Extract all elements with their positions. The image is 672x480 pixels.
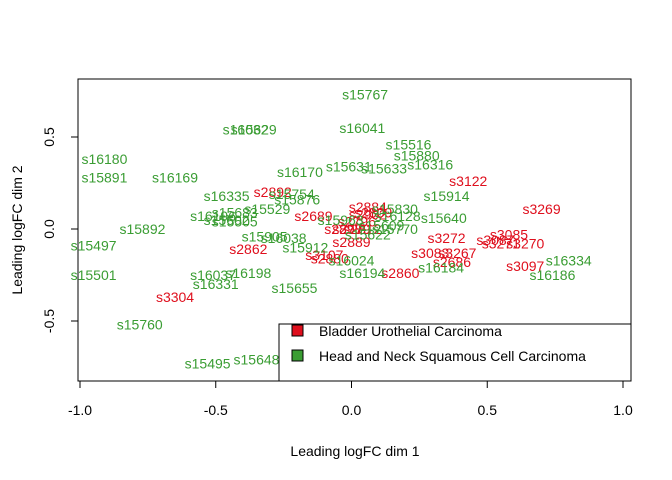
data-point-label: s16198 xyxy=(225,265,271,281)
data-point-label: s16041 xyxy=(339,120,385,136)
data-point-label: s15770 xyxy=(372,221,418,237)
data-point-label: s15912 xyxy=(282,239,328,255)
data-point-label: s15622 xyxy=(345,227,391,243)
data-point-label: s2686 xyxy=(433,254,471,270)
legend-label-head-neck: Head and Neck Squamous Cell Carcinoma xyxy=(319,348,586,364)
data-point-label: s15830 xyxy=(372,201,418,217)
x-tick-label: 0.0 xyxy=(342,402,362,418)
data-point-label: s15495 xyxy=(185,355,231,371)
data-point-label: s3272 xyxy=(427,230,465,246)
data-point-label: s15760 xyxy=(117,317,163,333)
data-point-label: s16024 xyxy=(329,252,375,268)
data-point-label: s15505 xyxy=(212,214,258,230)
data-point-label: s15892 xyxy=(119,221,165,237)
data-point-label: s2880 xyxy=(311,250,349,266)
data-point-label: s16169 xyxy=(152,169,198,185)
data-point-label: s2889 xyxy=(332,234,370,250)
legend-box xyxy=(278,323,632,382)
data-point-label: s15880 xyxy=(394,147,440,163)
legend: Bladder Urothelial Carcinoma Head and Ne… xyxy=(278,323,632,382)
data-point-label: s16335 xyxy=(204,188,250,204)
data-point-label: s2862 xyxy=(229,241,267,257)
data-point-label: s15876 xyxy=(274,192,320,208)
data-point-label: s3304 xyxy=(156,289,194,305)
data-point-label: s3085 xyxy=(490,227,528,243)
legend-label-bladder: Bladder Urothelial Carcinoma xyxy=(319,323,502,339)
x-tick-label: -0.5 xyxy=(204,402,228,418)
data-point-label: s3270 xyxy=(506,236,544,252)
y-tick-label: 0.5 xyxy=(41,127,57,147)
data-point-label: s3269 xyxy=(522,201,560,217)
data-point-label: s15905 xyxy=(242,228,288,244)
data-point-label: s16184 xyxy=(418,260,464,276)
data-point-label: s2689 xyxy=(294,208,332,224)
data-point-label: s3097 xyxy=(506,258,544,274)
data-point-label: s15683 xyxy=(212,204,258,220)
legend-swatch-bladder xyxy=(291,324,304,337)
data-point-label: s16170 xyxy=(277,164,323,180)
data-point-label: s15609 xyxy=(358,217,404,233)
data-point-label: s2902 xyxy=(349,206,387,222)
x-tick-label: -1.0 xyxy=(68,402,92,418)
data-point-label: s2898 xyxy=(324,221,362,237)
data-point-label: s15767 xyxy=(342,87,388,103)
data-point-label: s16334 xyxy=(546,252,592,268)
data-point-label: s2812 xyxy=(343,221,381,237)
y-tick-label: 0.0 xyxy=(41,219,57,239)
data-point-label: s16196 xyxy=(190,208,236,224)
data-point-label: s15640 xyxy=(421,210,467,226)
x-axis-label: Leading logFC dim 1 xyxy=(290,443,419,459)
data-point-label: s16180 xyxy=(81,151,127,167)
data-point-label: s3122 xyxy=(449,173,487,189)
y-axis-label: Leading logFC dim 2 xyxy=(9,165,25,294)
data-point-label: s15516 xyxy=(386,136,432,152)
data-point-label: s2809 xyxy=(354,204,392,220)
data-point-label: s15629 xyxy=(231,122,277,138)
data-point-label: s3271 xyxy=(482,236,520,252)
data-point-label: s15631 xyxy=(326,158,372,174)
data-point-label: s16186 xyxy=(529,267,575,283)
data-point-label: s2884 xyxy=(349,199,387,215)
x-tick-label: 1.0 xyxy=(613,402,633,418)
data-point-label: s15497 xyxy=(71,238,117,254)
data-point-label: s2779 xyxy=(332,221,370,237)
data-point-label: s16331 xyxy=(193,276,239,292)
data-point-label: s16194 xyxy=(339,265,385,281)
data-point-label: s2892 xyxy=(254,184,292,200)
data-point-label: s15655 xyxy=(272,280,318,296)
data-point-label: s15891 xyxy=(81,169,127,185)
data-point-label: s15602 xyxy=(204,212,250,228)
data-point-label: s16038 xyxy=(261,230,307,246)
data-point-label: s15501 xyxy=(71,267,117,283)
data-point-label: s15754 xyxy=(269,186,315,202)
data-point-label: s15963 xyxy=(318,212,364,228)
data-point-label: s16128 xyxy=(375,208,421,224)
data-point-label: s16037 xyxy=(190,267,236,283)
data-point-label: s15914 xyxy=(424,188,470,204)
y-axis: -0.5 0.0 0.5 xyxy=(41,127,79,333)
data-point-label: s3083 xyxy=(411,245,449,261)
data-point-label: s2860 xyxy=(381,265,419,281)
data-point-label: s15648 xyxy=(234,352,280,368)
x-tick-label: 0.5 xyxy=(478,402,498,418)
x-axis: -1.0 -0.5 0.0 0.5 1.0 xyxy=(68,380,633,418)
data-point-label: s3107 xyxy=(305,247,343,263)
data-point-label: s15529 xyxy=(244,201,290,217)
y-tick-label: -0.5 xyxy=(41,309,57,333)
data-point-label: s3087 xyxy=(476,232,514,248)
data-point-label: s15633 xyxy=(361,160,407,176)
data-point-label: s3267 xyxy=(438,245,476,261)
data-point-label: s2796 xyxy=(338,214,376,230)
legend-swatch-head-neck xyxy=(291,349,304,362)
data-point-label: s16316 xyxy=(407,157,453,173)
data-point-label: s16032 xyxy=(223,122,269,138)
